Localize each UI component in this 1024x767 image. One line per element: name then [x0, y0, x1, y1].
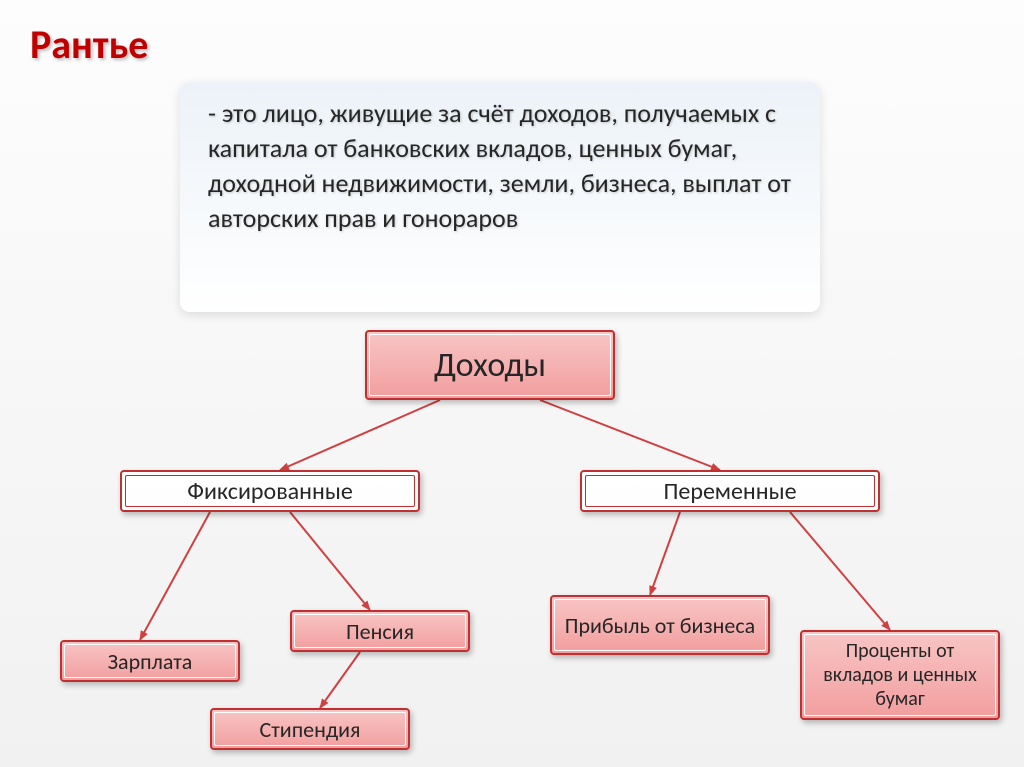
node-variable: Переменные — [580, 470, 880, 512]
page-title: Рантье — [30, 20, 148, 69]
node-root-label: Доходы — [369, 334, 611, 396]
node-variable-label: Переменные — [585, 475, 875, 507]
node-profit-label: Прибыль от бизнеса — [554, 599, 766, 651]
node-stipend: Стипендия — [210, 708, 410, 750]
node-interest: Проценты от вкладов и ценных бумаг — [800, 630, 1000, 720]
edge-fixed-to-pension — [290, 512, 370, 610]
node-fixed-label: Фиксированные — [125, 475, 415, 507]
edge-fixed-to-salary — [140, 512, 210, 640]
edge-root-to-variable — [540, 400, 720, 470]
node-stipend-label: Стипендия — [214, 712, 406, 746]
node-profit: Прибыль от бизнеса — [550, 595, 770, 655]
node-interest-label: Проценты от вкладов и ценных бумаг — [804, 634, 996, 716]
node-fixed: Фиксированные — [120, 470, 420, 512]
node-salary: Зарплата — [60, 640, 240, 682]
node-pension-label: Пенсия — [294, 614, 466, 648]
definition-text: - это лицо, живущие за счёт доходов, пол… — [208, 97, 791, 234]
edge-root-to-fixed — [280, 400, 440, 470]
node-root: Доходы — [365, 330, 615, 400]
edge-variable-to-interest — [790, 512, 890, 630]
definition-box: - это лицо, живущие за счёт доходов, пол… — [180, 82, 820, 312]
node-pension: Пенсия — [290, 610, 470, 652]
node-salary-label: Зарплата — [64, 644, 236, 678]
edge-pension-to-stipend — [320, 652, 360, 708]
edge-variable-to-profit — [650, 512, 680, 595]
